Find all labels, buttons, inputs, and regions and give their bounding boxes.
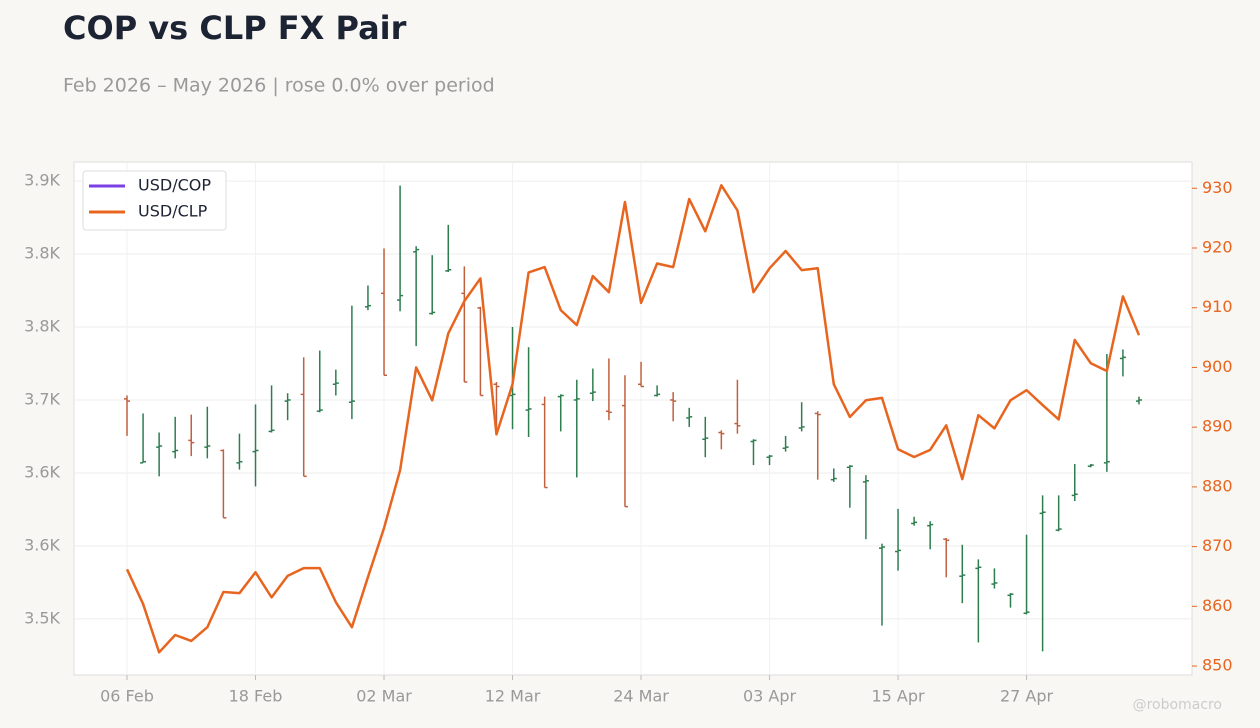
y2-tick-label: 910 — [1202, 297, 1233, 316]
watermark: @robomacro — [1133, 697, 1222, 713]
legend-label: USD/COP — [138, 176, 211, 195]
x-tick-label: 12 Mar — [485, 687, 541, 706]
legend-label: USD/CLP — [138, 202, 208, 221]
plot-area — [73, 161, 1193, 676]
line-series — [125, 184, 1141, 654]
y-tick-label: 3.7K — [24, 389, 60, 408]
y2-tick-label: 870 — [1202, 536, 1233, 555]
y2-tick-label: 850 — [1202, 656, 1233, 675]
x-tick-label: 18 Feb — [229, 687, 283, 706]
y-tick-label: 3.6K — [24, 462, 60, 481]
y-tick-label: 3.8K — [24, 244, 60, 263]
x-tick-label: 15 Apr — [871, 687, 925, 706]
y-tick-label: 3.6K — [24, 535, 60, 554]
y2-tick-label: 890 — [1202, 417, 1233, 436]
chart-title: COP vs CLP FX Pair — [63, 9, 407, 47]
x-tick-label: 02 Mar — [356, 687, 412, 706]
y-tick-label: 3.5K — [24, 608, 60, 627]
y2-tick-label: 860 — [1202, 596, 1233, 615]
chart-subtitle: Feb 2026 – May 2026 | rose 0.0% over per… — [63, 75, 495, 97]
y-tick-label: 3.9K — [24, 171, 60, 190]
x-tick-label: 03 Apr — [743, 687, 797, 706]
y2-tick-label: 900 — [1202, 357, 1233, 376]
y2-tick-label: 930 — [1202, 178, 1233, 197]
y2-tick-label: 880 — [1202, 476, 1233, 495]
x-tick-label: 24 Mar — [613, 687, 669, 706]
x-tick-label: 06 Feb — [100, 687, 154, 706]
y-tick-label: 3.8K — [24, 317, 60, 336]
x-tick-label: 27 Apr — [1000, 687, 1054, 706]
y2-tick-label: 920 — [1202, 237, 1233, 256]
